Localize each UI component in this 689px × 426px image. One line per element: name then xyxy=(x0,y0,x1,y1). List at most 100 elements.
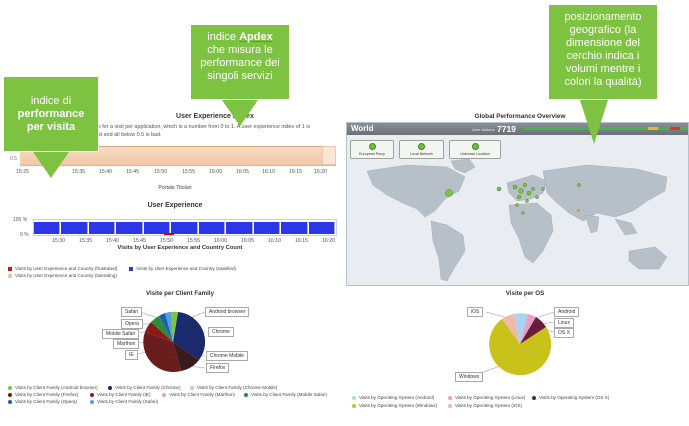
legend-label: Visits by Operating System (iOS) xyxy=(455,403,523,408)
ux-bar-segment[interactable] xyxy=(61,222,88,234)
legend-swatch xyxy=(8,399,12,404)
apdex-x-title: Portale Titolari xyxy=(158,185,192,191)
legend-label: Visits by User Experience and Country (t… xyxy=(15,273,117,278)
ux-bar-segment[interactable] xyxy=(88,222,116,234)
apdex-chart-title: User Experience Apdex xyxy=(176,113,254,120)
apdex-x-axis xyxy=(20,165,336,166)
apdex-tick-label: 16:20 xyxy=(314,169,327,175)
pie-slice-android[interactable] xyxy=(514,313,528,344)
global-performance-map-panel: World User Actions 7719 European Proxy L… xyxy=(346,122,689,286)
annotation-text: cerchio indica i xyxy=(566,50,640,62)
status-dot-icon xyxy=(471,143,479,150)
ux-frustrated-mark xyxy=(163,233,174,235)
ux-axis-title: Visits by User Experience and Country Co… xyxy=(117,245,243,251)
location-marker xyxy=(518,188,524,194)
ux-bar-segment[interactable] xyxy=(198,222,226,234)
legend-item[interactable]: Visits by Client Family (Safari) xyxy=(90,399,158,404)
pie-slice-ie[interactable] xyxy=(143,332,181,373)
pie-label-marthon: Marthon xyxy=(113,339,140,349)
ux-bar-segment[interactable] xyxy=(171,222,198,234)
pie-slice-opera[interactable] xyxy=(159,313,173,342)
legend-item[interactable]: Visits by Client Family (Mobile Safari) xyxy=(244,392,327,397)
pie-label-android: Android xyxy=(554,307,580,317)
apdex-band-end xyxy=(322,146,336,165)
ux-tick-label: 15:30 xyxy=(52,238,65,244)
ux-legend-item-frustrated[interactable]: Visits by User Experience and Country (f… xyxy=(8,266,236,271)
location-marker xyxy=(521,211,525,215)
legend-label: Visits by Client Family (Opera) xyxy=(15,399,77,404)
legend-item[interactable]: Visits by Operating System (Windows) xyxy=(352,403,448,408)
ux-bar-segment[interactable] xyxy=(253,222,281,234)
annotation-text: posizionamento xyxy=(564,11,642,23)
legend-label: Visits by Client Family (Chrome Mobile) xyxy=(197,385,278,390)
pie-slice-marthon[interactable] xyxy=(145,322,173,342)
greenland xyxy=(450,159,476,174)
annotation-text: per visita xyxy=(26,121,76,133)
apdex-tick-label: 16:15 xyxy=(289,169,302,175)
continent-australia xyxy=(628,246,668,270)
legend-item[interactable]: Visits by Operating System (OS X) xyxy=(532,395,609,400)
pie-slice-android-browser[interactable] xyxy=(171,311,178,342)
location-marker xyxy=(535,195,539,199)
legend-swatch xyxy=(129,266,134,271)
legend-item[interactable]: Visits by Operating System (iOS) xyxy=(448,403,522,408)
legend-item[interactable]: Visits by Client Family (IE) xyxy=(90,392,162,397)
pie-slice-chrome[interactable] xyxy=(173,312,206,360)
location-button-european-proxy[interactable]: European Proxy xyxy=(350,140,394,159)
ux-legend-item-tolerating[interactable]: Visits by User Experience and Country (t… xyxy=(8,273,236,278)
pie-slice-osx[interactable] xyxy=(520,317,546,344)
location-button-unknown-location[interactable]: Unknown Location xyxy=(449,140,501,159)
ux-bar-segment[interactable] xyxy=(281,222,308,234)
apdex-tick-label: 15:55 xyxy=(182,169,195,175)
pie-slice-safari[interactable] xyxy=(165,312,173,342)
ux-bar-segment[interactable] xyxy=(226,222,253,234)
apdex-tick-label: 16:05 xyxy=(236,169,249,175)
annotation-text: performance dei xyxy=(200,57,280,69)
location-marker xyxy=(526,190,532,196)
location-marker xyxy=(531,187,535,191)
legend-item[interactable]: Visits by Operating System (Android) xyxy=(352,395,448,400)
os-chart-title: Visite per OS xyxy=(505,290,545,297)
legend-item[interactable]: Visits by Client Family (Firefox) xyxy=(8,392,90,397)
pie-slice-linux[interactable] xyxy=(520,314,536,344)
location-marker xyxy=(515,203,519,207)
ux-bar-segment[interactable] xyxy=(143,222,171,234)
legend-swatch xyxy=(448,403,452,408)
ux-bar-segment[interactable] xyxy=(308,222,335,234)
annotation-arrow-apdex xyxy=(222,100,258,126)
legend-item[interactable]: Visits by Operating System (Linux) xyxy=(448,395,532,400)
apdex-y-label-0-5: 0.5 xyxy=(10,156,17,162)
map-region-label[interactable]: World xyxy=(351,124,374,133)
legend-item[interactable]: Visits by Client Family (Chrome Mobile) xyxy=(190,385,277,390)
legend-item[interactable]: Visits by Client Family (Marthon) xyxy=(162,392,244,397)
pie-label-android-browser: Android browser xyxy=(205,307,250,317)
client-family-pie-chart xyxy=(132,311,206,373)
ux-bar-segment[interactable] xyxy=(34,222,61,234)
annotation-text: performance xyxy=(17,108,85,120)
apdex-tick-label: 15:45 xyxy=(126,169,139,175)
annotation-visit-performance: indice di performance per visita xyxy=(3,76,99,152)
world-map[interactable] xyxy=(347,159,689,286)
location-marker xyxy=(522,182,528,188)
user-actions-value: 7719 xyxy=(497,124,516,134)
legend-label: Visits by Client Family (Chrome) xyxy=(115,385,181,390)
location-marker-warning xyxy=(577,209,580,212)
client-family-title: Visite per Client Family xyxy=(146,290,214,297)
legend-swatch xyxy=(90,399,94,404)
legend-item[interactable]: Visits by Client Family (Chrome) xyxy=(108,385,190,390)
legend-item[interactable]: Visits by Client Family (Android browser… xyxy=(8,385,108,390)
annotation-arrow-visit xyxy=(33,152,69,178)
ux-bar-segment[interactable] xyxy=(116,222,143,234)
location-marker xyxy=(577,183,581,187)
legend-swatch xyxy=(108,385,112,390)
pie-slice-mobile-safari[interactable] xyxy=(151,316,173,342)
pie-slice-firefox[interactable] xyxy=(173,342,199,371)
ux-tick-label: 16:20 xyxy=(322,238,335,244)
location-button-label: Unknown Location xyxy=(460,152,490,156)
legend-item[interactable]: Visits by Client Family (Opera) xyxy=(8,399,90,404)
annotation-text: volumi mentre i xyxy=(565,63,641,75)
pie-slice-windows[interactable] xyxy=(489,319,552,376)
legend-swatch xyxy=(190,385,194,390)
legend-swatch xyxy=(162,392,166,397)
location-button-local-network[interactable]: Local Network xyxy=(399,140,444,159)
